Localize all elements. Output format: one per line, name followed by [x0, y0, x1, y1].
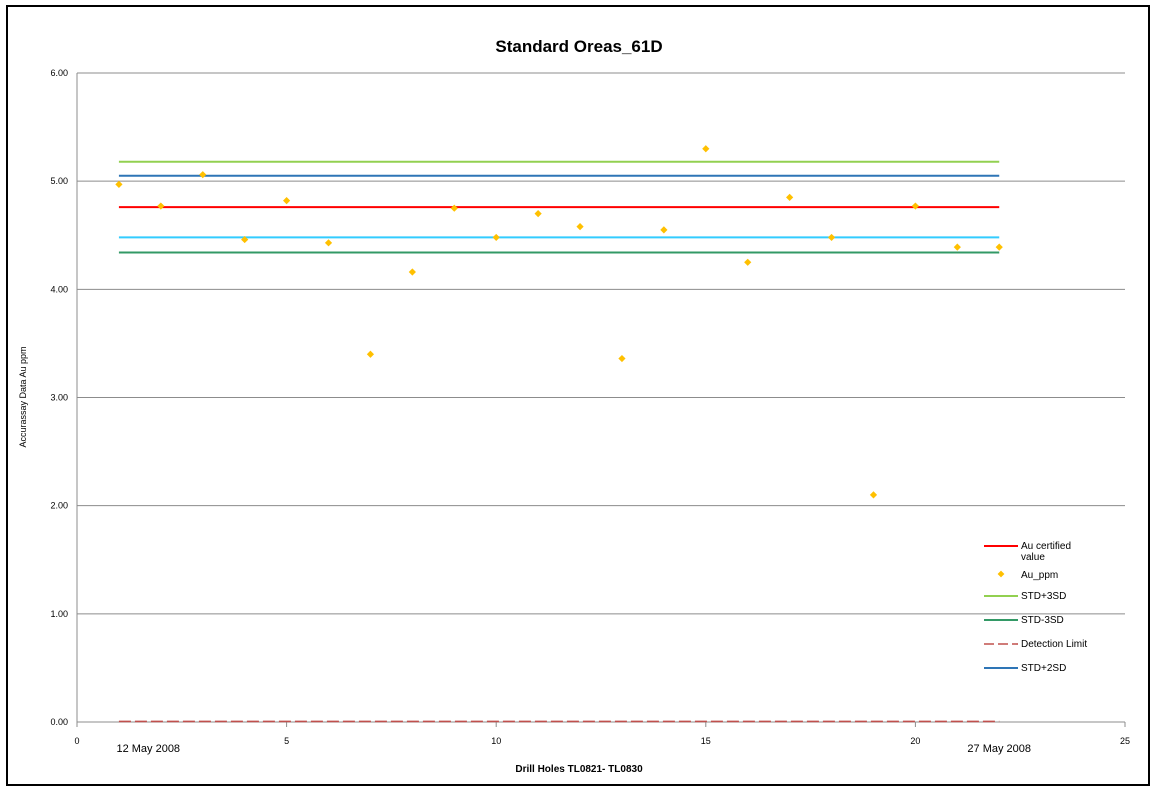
data-point: [366, 350, 375, 358]
data-point: [618, 354, 626, 363]
y-tick-label: 6.00: [50, 68, 68, 78]
y-tick-label: 3.00: [50, 393, 68, 403]
x-tick-label: 5: [284, 736, 289, 746]
legend-label: Au certified value: [1021, 541, 1071, 563]
data-point: [953, 243, 961, 251]
y-tick-label: 4.00: [50, 284, 68, 294]
data-point: [408, 268, 416, 276]
legend-label: STD-3SD: [1021, 615, 1064, 626]
chart-title: Standard Oreas_61D: [495, 37, 662, 56]
data-point: [786, 193, 794, 201]
data-point: [911, 202, 919, 210]
y-tick-label: 1.00: [50, 609, 68, 619]
data-point: [827, 233, 836, 242]
legend-label: Detection Limit: [1021, 639, 1087, 650]
data-point: [324, 239, 333, 247]
x-tick-label: 10: [491, 736, 501, 746]
data-point: [702, 145, 710, 153]
data-point: [744, 258, 752, 266]
legend-marker: [997, 570, 1005, 578]
x-tick-label: 20: [910, 736, 920, 746]
data-point: [492, 233, 500, 242]
data-point: [450, 204, 458, 212]
data-point: [115, 180, 123, 189]
data-point: [283, 197, 291, 205]
y-tick-label: 2.00: [50, 501, 68, 511]
chart-frame: [6, 5, 1150, 786]
x-tick-label: 15: [701, 736, 711, 746]
legend-label: STD+3SD: [1021, 591, 1066, 602]
data-point: [660, 226, 668, 234]
legend-label: Au_ppm: [1021, 570, 1058, 581]
legend-label: STD+2SD: [1021, 663, 1066, 674]
y-axis-label: Accurassay Data Au ppm: [18, 346, 28, 447]
data-point: [241, 235, 249, 244]
data-point: [157, 202, 165, 210]
x-axis-label: Drill Holes TL0821- TL0830: [515, 764, 643, 775]
date-annotation: 27 May 2008: [967, 743, 1031, 755]
data-point: [995, 243, 1003, 251]
y-tick-label: 0.00: [50, 717, 68, 727]
data-point: [869, 491, 878, 499]
data-point: [199, 171, 207, 179]
y-tick-label: 5.00: [50, 176, 68, 186]
data-point: [534, 210, 542, 218]
x-tick-label: 0: [74, 736, 79, 746]
date-annotation: 12 May 2008: [116, 743, 180, 755]
x-tick-label: 25: [1120, 736, 1130, 746]
data-point: [576, 222, 584, 231]
